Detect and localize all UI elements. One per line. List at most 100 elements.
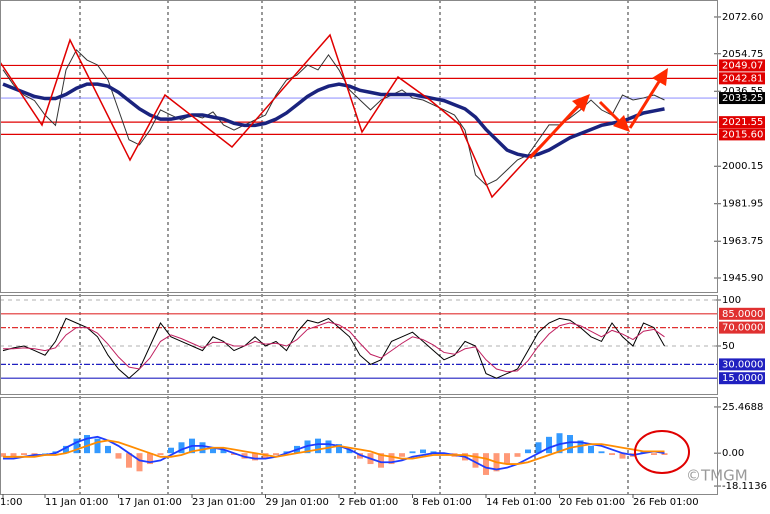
histogram-bar (546, 436, 552, 454)
level-label-box (719, 128, 765, 141)
histogram-bar (199, 442, 206, 454)
histogram-bar (378, 453, 384, 468)
histogram-bar (168, 447, 174, 454)
histogram-bar (10, 453, 17, 457)
level-label-box (719, 307, 765, 320)
histogram-bar (504, 453, 510, 465)
x-tick-label: 2 Feb 01:00 (339, 497, 398, 508)
plot-layer (0, 16, 721, 487)
level-label-box (719, 59, 765, 72)
zigzag-annotation (0, 33, 589, 199)
y-tick-label: 25.4688 (722, 402, 763, 413)
histogram-bar (315, 438, 321, 454)
histogram-bar (535, 442, 542, 454)
histogram-bar (619, 453, 626, 459)
histogram-bar (430, 451, 437, 454)
histogram-bar (63, 445, 69, 454)
x-tick-label: 14 Feb 01:00 (486, 497, 552, 508)
level-label-box (719, 92, 765, 105)
level-label: 85.0000 (722, 309, 763, 320)
series-line (3, 435, 665, 471)
histogram-bar (651, 453, 657, 455)
x-tick-label: 29 Jan 01:00 (266, 497, 329, 508)
series-line (2, 49, 665, 186)
y-tick-label: 2000.15 (722, 161, 763, 172)
x-tick-label: 8 Feb 01:00 (413, 497, 472, 508)
histogram-bar (336, 444, 342, 454)
y-tick-label: 1981.95 (722, 199, 763, 210)
level-label-box (719, 72, 765, 85)
histogram-bar (483, 453, 489, 475)
level-label: 2042.81 (722, 73, 763, 84)
y-tick-label: 100 (722, 295, 741, 306)
histogram-bar (514, 453, 521, 457)
y-tick-label: 0.00 (722, 448, 744, 459)
histogram-bar (105, 445, 111, 454)
histogram-bar (273, 453, 279, 455)
level-label: 2021.55 (722, 117, 763, 128)
period-separators (79, 0, 629, 494)
y-tick-label: 2036.55 (722, 86, 763, 97)
level-label: 70.0000 (722, 323, 763, 334)
histogram-bar (472, 453, 479, 468)
histogram-bar (420, 449, 426, 454)
x-tick-label: 26 Feb 01:00 (633, 497, 699, 508)
histogram-bar (525, 449, 531, 454)
histogram-bar (147, 453, 153, 465)
histogram-bar (588, 445, 594, 454)
histogram-bar (346, 449, 353, 454)
series-line (2, 82, 665, 159)
watermark: ©TMGM (686, 467, 748, 485)
histogram-bar (157, 453, 164, 455)
histogram-bar (42, 453, 48, 454)
histogram-bar (220, 449, 227, 454)
panel-frames (0, 0, 718, 495)
histogram-bar (126, 453, 132, 468)
x-tick-label: 1:00 (0, 497, 22, 508)
x-tick-label: 17 Jan 01:00 (119, 497, 182, 508)
histogram-bar (210, 447, 216, 454)
histogram-bar (388, 453, 395, 465)
histogram-bar (21, 453, 27, 455)
level-label: 2015.60 (722, 129, 763, 140)
histogram-bar (399, 453, 405, 457)
level-label-box (719, 116, 765, 129)
histogram-bar (31, 453, 38, 455)
histogram-bar (567, 435, 573, 454)
histogram-bar (73, 438, 80, 454)
arrow-annotations (528, 68, 668, 160)
x-tick-label: 20 Feb 01:00 (560, 497, 626, 508)
label-layer: 2072.60 2054.75 2036.55 2000.15 1981.95 1963.… (0, 12, 767, 508)
level-label-box (719, 358, 765, 371)
histogram-bar (609, 453, 615, 455)
histogram-bar (84, 435, 90, 454)
x-tick-label: 11 Jan 01:00 (45, 497, 108, 508)
y-tick-label: 1963.75 (722, 236, 763, 247)
y-tick-label: 1945.90 (722, 273, 763, 284)
y-tick-label: 2072.60 (722, 12, 763, 23)
y-tick-label: 50 (722, 341, 735, 352)
level-label: 30.0000 (722, 359, 763, 370)
series-line (3, 439, 665, 465)
histogram-bar (0, 453, 6, 457)
y-tick-label: -18.1136 (722, 481, 767, 492)
level-label-box (719, 321, 765, 334)
x-tick-label: 23 Jan 01:00 (192, 497, 255, 508)
level-label: 15.0000 (722, 373, 763, 384)
level-label-box (719, 372, 765, 385)
histogram-bar (94, 438, 101, 454)
histogram-bar (409, 451, 416, 454)
circle-annotation (634, 430, 690, 474)
series-line (3, 321, 665, 373)
histogram-bar (252, 453, 258, 461)
level-label: 2049.07 (722, 60, 763, 71)
histogram-bar (136, 453, 143, 472)
histogram-bar (661, 453, 668, 455)
histogram-bar (115, 453, 122, 459)
histogram-bar (178, 442, 185, 454)
level-label: 2033.25 (722, 93, 763, 104)
histogram-bar (598, 451, 605, 454)
